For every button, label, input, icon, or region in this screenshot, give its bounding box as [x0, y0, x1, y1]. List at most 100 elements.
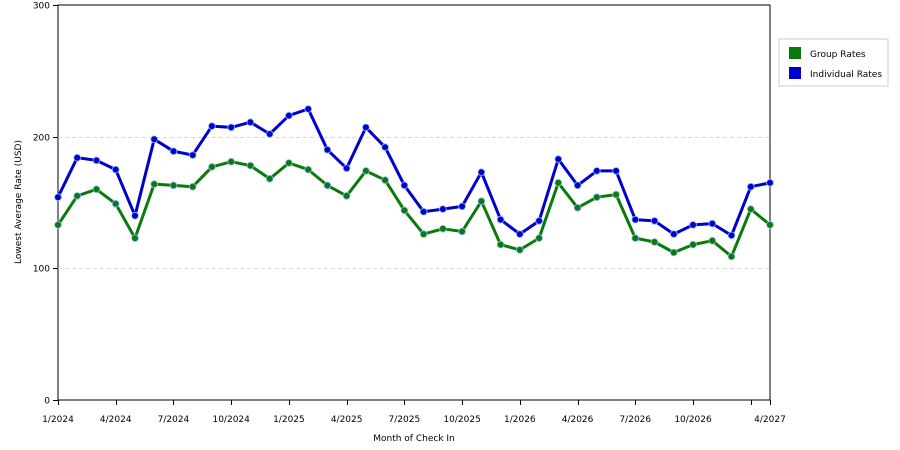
x-tick-label: 10/2025	[443, 415, 480, 425]
data-point[interactable]	[246, 118, 255, 126]
legend-swatch-group	[789, 47, 801, 59]
x-axis: 1/2024 4/2024 7/2024 10/2024 1/2025 4/2025 7/2…	[42, 400, 786, 425]
data-point[interactable]	[285, 159, 293, 167]
data-point[interactable]	[573, 181, 582, 190]
data-point[interactable]	[515, 246, 524, 254]
data-point[interactable]	[689, 221, 697, 229]
data-point[interactable]	[73, 192, 81, 200]
plot-area	[57, 4, 771, 401]
data-point[interactable]	[111, 165, 120, 174]
data-point[interactable]	[188, 151, 197, 159]
legend-swatch-individual	[789, 67, 801, 79]
data-point[interactable]	[131, 211, 139, 220]
data-point[interactable]	[766, 221, 774, 229]
data-point[interactable]	[150, 180, 159, 188]
x-tick-label: 7/2026	[619, 415, 651, 425]
data-point[interactable]	[381, 143, 389, 152]
data-point[interactable]	[419, 230, 428, 238]
data-point[interactable]	[612, 167, 620, 175]
data-point[interactable]	[131, 234, 139, 242]
data-point[interactable]	[573, 204, 582, 212]
data-point[interactable]	[439, 205, 447, 213]
data-point[interactable]	[400, 181, 409, 190]
data-point[interactable]	[208, 163, 216, 171]
x-tick-label: 10/2024	[212, 415, 250, 425]
data-point[interactable]	[188, 182, 197, 191]
data-point[interactable]	[54, 193, 62, 202]
x-tick-label: 4/2026	[562, 415, 594, 425]
data-point[interactable]	[208, 122, 216, 130]
data-point[interactable]	[669, 248, 678, 257]
data-point[interactable]	[342, 164, 351, 173]
data-point[interactable]	[631, 215, 640, 224]
data-point[interactable]	[323, 181, 332, 190]
data-point[interactable]	[727, 231, 736, 240]
x-tick-label: 4/2025	[331, 415, 363, 425]
data-point[interactable]	[458, 202, 466, 211]
data-point[interactable]	[227, 123, 236, 132]
x-axis-label: Month of Check In	[373, 434, 455, 444]
data-point[interactable]	[766, 179, 774, 187]
series-individual-rates	[54, 105, 774, 240]
data-point[interactable]	[304, 165, 313, 174]
data-point[interactable]	[362, 167, 370, 175]
data-point[interactable]	[227, 157, 236, 166]
x-tick-label: 4/2024	[100, 415, 132, 425]
data-point[interactable]	[92, 156, 101, 165]
data-point[interactable]	[554, 155, 563, 163]
y-tick-label: 300	[33, 2, 50, 12]
data-point[interactable]	[669, 230, 678, 238]
data-point[interactable]	[612, 190, 620, 199]
data-point[interactable]	[342, 192, 351, 200]
data-point[interactable]	[477, 197, 486, 206]
data-point[interactable]	[439, 225, 447, 233]
data-point[interactable]	[169, 181, 178, 190]
data-point[interactable]	[592, 167, 601, 175]
data-point[interactable]	[650, 217, 659, 225]
x-tick-label: 7/2024	[158, 415, 190, 425]
y-axis: 0 100 200 300	[33, 2, 58, 407]
legend-label-group: Group Rates	[810, 50, 866, 60]
data-point[interactable]	[111, 200, 120, 208]
data-point[interactable]	[246, 161, 255, 170]
data-point[interactable]	[304, 105, 313, 113]
data-point[interactable]	[496, 215, 505, 224]
data-point[interactable]	[746, 182, 755, 191]
y-axis-label: Lowest Average Rate (USD)	[14, 140, 24, 264]
data-point[interactable]	[54, 221, 62, 229]
data-point[interactable]	[458, 227, 466, 236]
legend: Group Rates Individual Rates	[778, 38, 889, 87]
data-point[interactable]	[746, 205, 755, 213]
data-point[interactable]	[265, 130, 274, 138]
data-point[interactable]	[362, 123, 370, 132]
data-point[interactable]	[515, 230, 524, 238]
x-tick-label: 1/2026	[504, 415, 536, 425]
series-layer	[54, 105, 774, 261]
data-point[interactable]	[323, 146, 332, 154]
x-tick-label: 10/2026	[674, 415, 712, 425]
data-point[interactable]	[265, 175, 274, 183]
data-point[interactable]	[708, 219, 717, 228]
data-point[interactable]	[419, 207, 428, 216]
data-point[interactable]	[285, 111, 293, 120]
data-point[interactable]	[381, 176, 389, 184]
data-point[interactable]	[535, 234, 543, 242]
data-point[interactable]	[400, 206, 409, 215]
x-tick-label: 4/2027	[754, 415, 786, 425]
data-point[interactable]	[477, 168, 486, 177]
data-point[interactable]	[554, 179, 563, 187]
data-point[interactable]	[727, 252, 736, 261]
data-point[interactable]	[535, 217, 543, 225]
data-point[interactable]	[92, 185, 101, 194]
data-point[interactable]	[169, 147, 178, 156]
data-point[interactable]	[708, 236, 717, 245]
data-point[interactable]	[592, 193, 601, 202]
series-group-rates	[54, 157, 774, 261]
data-point[interactable]	[689, 240, 697, 249]
data-point[interactable]	[496, 240, 505, 249]
data-point[interactable]	[631, 234, 640, 242]
data-point[interactable]	[650, 238, 659, 246]
data-point[interactable]	[150, 135, 159, 144]
data-point[interactable]	[73, 153, 81, 162]
